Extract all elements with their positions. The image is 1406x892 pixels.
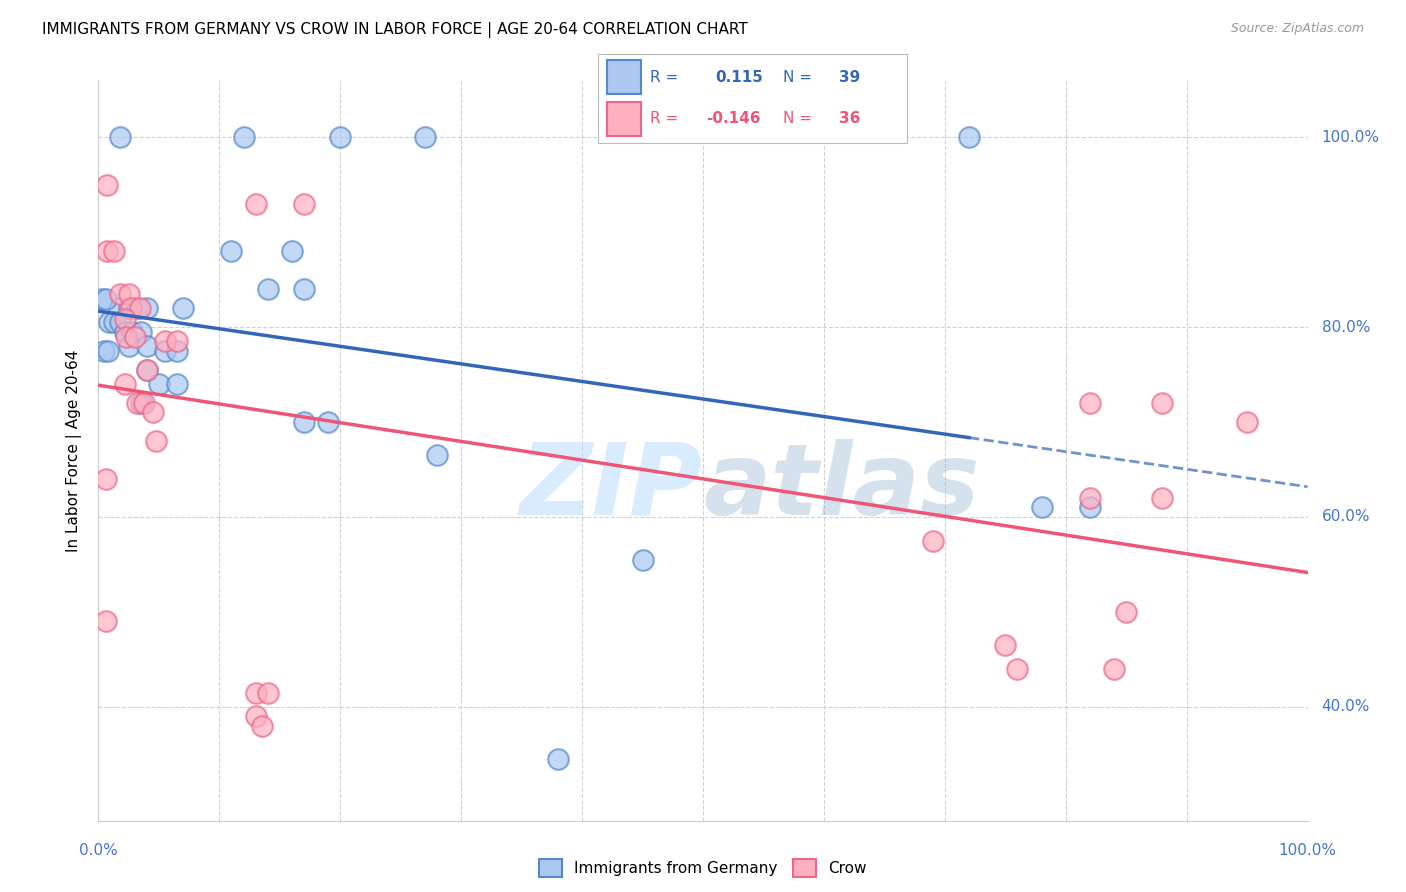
Point <box>127 396 149 410</box>
Point <box>98 315 121 329</box>
Point <box>994 638 1017 652</box>
Point <box>114 325 136 339</box>
FancyBboxPatch shape <box>607 102 641 136</box>
Text: 0.0%: 0.0% <box>79 843 118 858</box>
Point <box>166 377 188 392</box>
Point <box>256 282 278 296</box>
Point <box>118 339 141 353</box>
Point <box>281 244 304 259</box>
Point <box>1031 500 1053 515</box>
Point <box>96 178 118 192</box>
Point <box>1236 415 1258 429</box>
Point <box>108 315 131 329</box>
Point <box>135 363 157 377</box>
Point <box>94 292 117 306</box>
Point <box>124 329 146 343</box>
Point <box>94 472 117 486</box>
Point <box>166 343 188 358</box>
Text: 60.0%: 60.0% <box>1322 509 1369 524</box>
Point <box>129 396 152 410</box>
Point <box>145 434 167 448</box>
Text: 100.0%: 100.0% <box>1278 843 1337 858</box>
Text: 0.115: 0.115 <box>716 70 763 85</box>
Text: -0.146: -0.146 <box>706 112 761 126</box>
Point <box>93 343 115 358</box>
Text: IMMIGRANTS FROM GERMANY VS CROW IN LABOR FORCE | AGE 20-64 CORRELATION CHART: IMMIGRANTS FROM GERMANY VS CROW IN LABOR… <box>42 22 748 38</box>
Point <box>135 339 157 353</box>
Text: R =: R = <box>650 112 678 126</box>
Point <box>1102 662 1125 676</box>
Point <box>103 244 125 259</box>
Point <box>292 196 315 211</box>
Point <box>1007 662 1029 676</box>
Point <box>94 615 117 629</box>
Text: 100.0%: 100.0% <box>1322 129 1379 145</box>
Point <box>245 709 267 723</box>
Text: 36: 36 <box>839 112 860 126</box>
Point <box>1078 396 1101 410</box>
Text: atlas: atlas <box>703 439 980 536</box>
Point <box>114 312 136 326</box>
Text: 39: 39 <box>839 70 860 85</box>
Point <box>153 334 176 349</box>
Point <box>232 130 254 145</box>
Point <box>1115 605 1137 619</box>
Point <box>1152 396 1174 410</box>
Point <box>153 343 176 358</box>
Point <box>921 533 943 548</box>
Point <box>96 244 118 259</box>
Point <box>91 292 114 306</box>
Point <box>292 282 315 296</box>
Point <box>957 130 980 145</box>
Text: N =: N = <box>783 112 813 126</box>
Y-axis label: In Labor Force | Age 20-64: In Labor Force | Age 20-64 <box>66 350 83 551</box>
Point <box>1152 491 1174 505</box>
Point <box>245 685 267 699</box>
Point <box>1078 500 1101 515</box>
Text: 80.0%: 80.0% <box>1322 319 1369 334</box>
Point <box>142 405 165 419</box>
Point <box>121 325 143 339</box>
Point <box>134 396 156 410</box>
Point <box>256 685 278 699</box>
Point <box>128 301 150 315</box>
Point <box>114 377 136 392</box>
Point <box>129 325 152 339</box>
Point <box>221 244 243 259</box>
Point <box>97 343 120 358</box>
Point <box>547 752 569 766</box>
Point <box>120 301 142 315</box>
Point <box>426 448 449 462</box>
Point <box>118 286 141 301</box>
Point <box>103 315 125 329</box>
Point <box>166 334 188 349</box>
Point <box>413 130 436 145</box>
Text: N =: N = <box>783 70 813 85</box>
Point <box>135 301 157 315</box>
Point <box>250 719 273 733</box>
Point <box>108 301 131 315</box>
Point <box>127 301 149 315</box>
Text: 40.0%: 40.0% <box>1322 699 1369 714</box>
FancyBboxPatch shape <box>607 60 641 94</box>
Legend: Immigrants from Germany, Crow: Immigrants from Germany, Crow <box>533 853 873 883</box>
Point <box>316 415 339 429</box>
Text: ZIP: ZIP <box>520 439 703 536</box>
Point <box>108 130 131 145</box>
Point <box>108 286 131 301</box>
Point <box>118 301 141 315</box>
Point <box>115 329 138 343</box>
Text: Source: ZipAtlas.com: Source: ZipAtlas.com <box>1230 22 1364 36</box>
Point <box>329 130 352 145</box>
Point <box>292 415 315 429</box>
Point <box>631 552 654 566</box>
Point <box>148 377 170 392</box>
Point <box>172 301 194 315</box>
Point <box>135 363 157 377</box>
Point <box>245 196 267 211</box>
Point <box>1078 491 1101 505</box>
Text: R =: R = <box>650 70 678 85</box>
